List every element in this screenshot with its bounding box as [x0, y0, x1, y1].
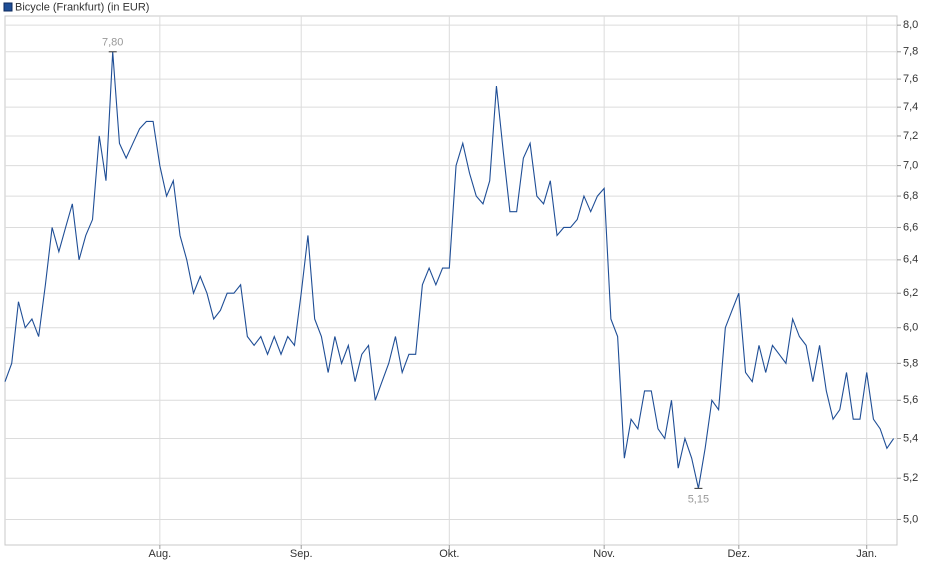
y-tick-label: 5,2 — [903, 472, 918, 484]
x-tick-label: Dez. — [727, 548, 750, 560]
y-tick-label: 6,4 — [903, 254, 918, 266]
y-tick-label: 5,8 — [903, 357, 918, 369]
x-tick-label: Nov. — [593, 548, 615, 560]
y-tick-label: 7,0 — [903, 159, 918, 171]
plot-area — [4, 15, 898, 546]
y-tick-label: 5,4 — [903, 432, 918, 444]
y-tick-label: 7,8 — [903, 46, 918, 58]
x-tick-label: Jan. — [856, 548, 877, 560]
y-tick-label: 8,0 — [903, 19, 918, 31]
x-tick-label: Okt. — [439, 548, 459, 560]
annotation-label: 5,15 — [688, 493, 709, 505]
y-tick-label: 7,6 — [903, 73, 918, 85]
y-tick-label: 6,0 — [903, 322, 918, 334]
y-tick-label: 5,6 — [903, 394, 918, 406]
y-tick-label: 7,2 — [903, 130, 918, 142]
y-tick-label: 6,6 — [903, 221, 918, 233]
x-tick-label: Sep. — [290, 548, 313, 560]
price-line — [4, 51, 895, 489]
annotation-label: 7,80 — [102, 37, 123, 49]
y-tick-label: 5,0 — [903, 513, 918, 525]
legend-label: Bicycle (Frankfurt) (in EUR) — [15, 1, 149, 13]
legend-swatch — [3, 2, 13, 12]
y-tick-label: 7,4 — [903, 101, 918, 113]
y-tick-label: 6,8 — [903, 190, 918, 202]
y-tick-label: 6,2 — [903, 287, 918, 299]
x-tick-label: Aug. — [149, 548, 172, 560]
